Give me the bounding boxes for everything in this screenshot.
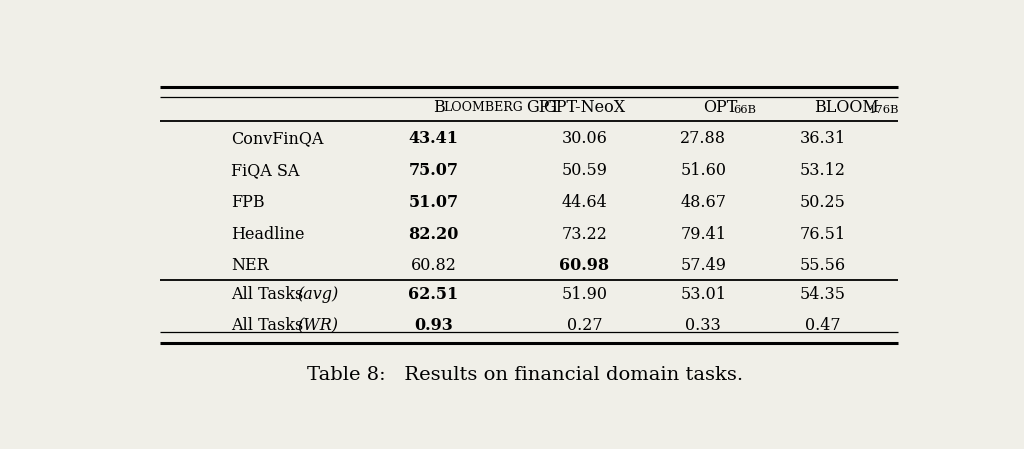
Text: All Tasks: All Tasks <box>231 286 308 303</box>
Text: 53.01: 53.01 <box>680 286 726 303</box>
Text: All Tasks: All Tasks <box>231 317 308 335</box>
Text: 73.22: 73.22 <box>561 225 607 242</box>
Text: 0.27: 0.27 <box>566 317 602 335</box>
Text: 51.07: 51.07 <box>409 194 459 211</box>
Text: 55.56: 55.56 <box>800 257 846 274</box>
Text: 48.67: 48.67 <box>680 194 726 211</box>
Text: 76.51: 76.51 <box>800 225 846 242</box>
Text: 79.41: 79.41 <box>680 225 726 242</box>
Text: OPT: OPT <box>703 99 737 116</box>
Text: GPT: GPT <box>526 99 560 116</box>
Text: 62.51: 62.51 <box>409 286 459 303</box>
Text: 44.64: 44.64 <box>561 194 607 211</box>
Text: 50.59: 50.59 <box>561 162 607 179</box>
Text: 54.35: 54.35 <box>800 286 846 303</box>
Text: FiQA SA: FiQA SA <box>231 162 300 179</box>
Text: B: B <box>433 99 445 116</box>
Text: Headline: Headline <box>231 225 305 242</box>
Text: 82.20: 82.20 <box>409 225 459 242</box>
Text: 0.93: 0.93 <box>414 317 453 335</box>
Text: 75.07: 75.07 <box>409 162 459 179</box>
Text: 57.49: 57.49 <box>680 257 726 274</box>
Text: GPT-NeoX: GPT-NeoX <box>544 99 626 116</box>
Text: NER: NER <box>231 257 269 274</box>
Text: (WR): (WR) <box>297 317 338 335</box>
Text: 66B: 66B <box>733 105 757 115</box>
Text: FPB: FPB <box>231 194 265 211</box>
Text: 50.25: 50.25 <box>800 194 846 211</box>
Text: 60.98: 60.98 <box>559 257 609 274</box>
Text: ConvFinQA: ConvFinQA <box>231 130 324 147</box>
Text: 51.90: 51.90 <box>561 286 607 303</box>
Text: 27.88: 27.88 <box>680 130 726 147</box>
Text: 0.47: 0.47 <box>805 317 841 335</box>
Text: 60.82: 60.82 <box>411 257 457 274</box>
Text: (avg): (avg) <box>297 286 338 303</box>
Text: 51.60: 51.60 <box>680 162 726 179</box>
Text: 176B: 176B <box>868 105 899 115</box>
Text: Table 8:   Results on financial domain tasks.: Table 8: Results on financial domain tas… <box>307 366 742 384</box>
Text: 36.31: 36.31 <box>800 130 846 147</box>
Text: 30.06: 30.06 <box>561 130 607 147</box>
Text: 43.41: 43.41 <box>409 130 459 147</box>
Text: BLOOM: BLOOM <box>814 99 880 116</box>
Text: 53.12: 53.12 <box>800 162 846 179</box>
Text: LOOMBERG: LOOMBERG <box>443 101 523 114</box>
Text: 0.33: 0.33 <box>685 317 721 335</box>
